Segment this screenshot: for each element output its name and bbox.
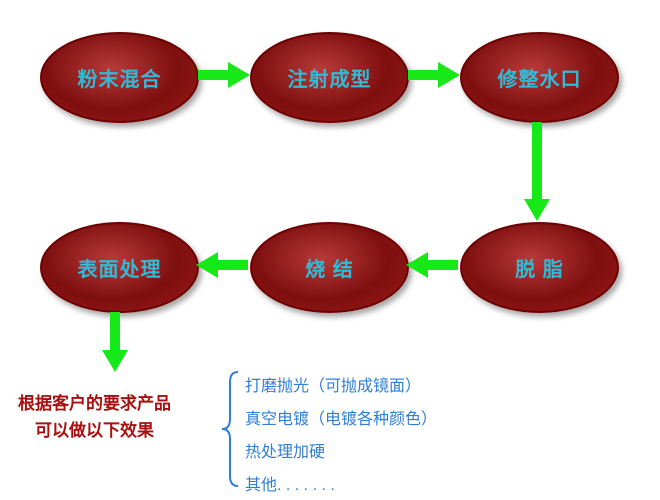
node-label-n5: 烧 结 xyxy=(305,253,354,282)
brace xyxy=(218,370,240,493)
footer-note: 根据客户的要求产品可以做以下效果 xyxy=(18,390,171,444)
node-label-n3: 修整水口 xyxy=(498,63,582,92)
footer-note-line: 可以做以下效果 xyxy=(18,417,171,444)
node-n2: 注射成型 xyxy=(250,32,409,123)
footer-note-line: 根据客户的要求产品 xyxy=(18,390,171,417)
node-n3: 修整水口 xyxy=(460,32,619,123)
node-label-n6: 表面处理 xyxy=(78,253,162,282)
node-label-n2: 注射成型 xyxy=(288,63,372,92)
node-n6: 表面处理 xyxy=(40,222,199,313)
node-label-n1: 粉末混合 xyxy=(78,63,162,92)
option-item: 打磨抛光（可抛成镜面） xyxy=(245,372,421,396)
node-n1: 粉末混合 xyxy=(40,32,199,123)
option-item: 其他. . . . . . . xyxy=(245,471,335,495)
node-n5: 烧 结 xyxy=(250,222,409,313)
option-item: 真空电镀（电镀各种颜色） xyxy=(245,405,437,429)
node-n4: 脱 脂 xyxy=(460,222,619,313)
node-label-n4: 脱 脂 xyxy=(515,253,564,282)
option-item: 热处理加硬 xyxy=(245,438,325,462)
